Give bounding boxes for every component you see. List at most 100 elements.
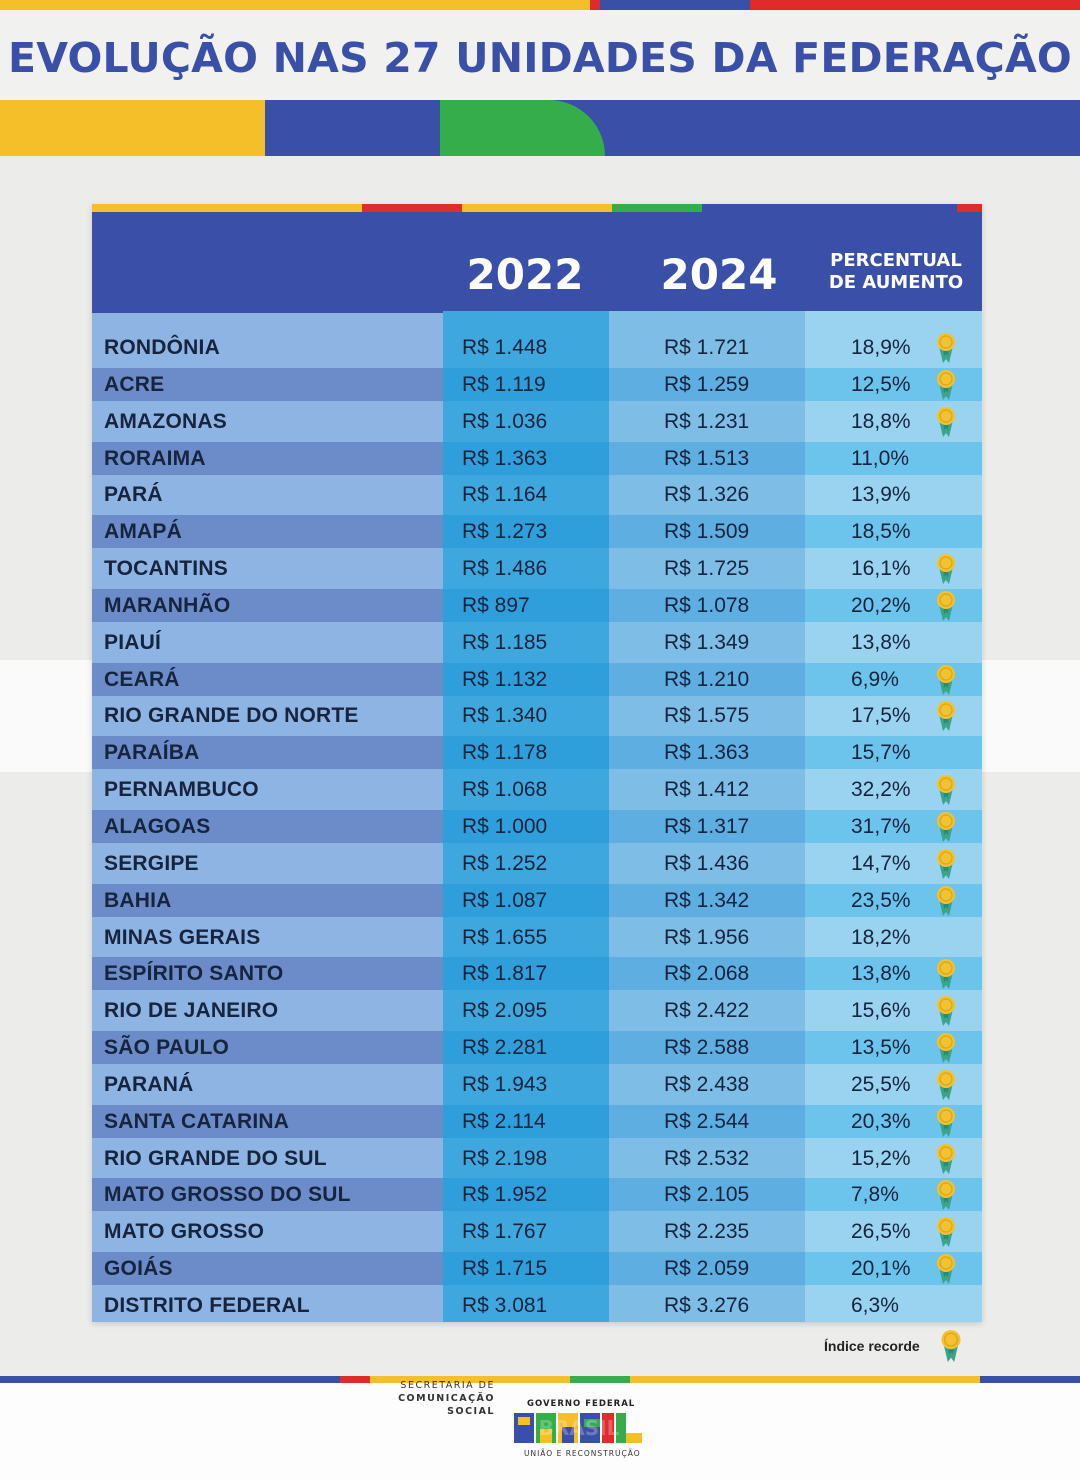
table-row: SERGIPE R$ 1.252 R$ 1.436 14,7% — [92, 844, 982, 881]
uf-name: RIO DE JANEIRO — [104, 999, 279, 1023]
uf-name: PARÁ — [104, 483, 163, 507]
uf-name: RONDÔNIA — [104, 336, 220, 359]
table-row: SÃO PAULO R$ 2.281 R$ 2.588 13,5% — [92, 1028, 982, 1065]
table-body: RONDÔNIA R$ 1.448 R$ 1.721 18,9% ACRE R$ 1.11… — [92, 328, 982, 1323]
value-2022: R$ 1.132 — [462, 667, 548, 691]
value-2024: R$ 2.059 — [664, 1257, 750, 1281]
table-row: PERNAMBUCO R$ 1.068 R$ 1.412 32,2% — [92, 770, 982, 807]
table-row: SANTA CATARINA R$ 2.114 R$ 2.544 20,3% — [92, 1102, 982, 1139]
value-2024: R$ 1.509 — [664, 520, 750, 544]
percent-increase: 14,7% — [851, 851, 911, 875]
value-2024: R$ 1.436 — [664, 851, 750, 875]
percent-increase: 13,5% — [851, 1036, 911, 1060]
percent-increase: 18,8% — [851, 409, 911, 433]
percent-increase: 17,5% — [851, 704, 911, 728]
percent-increase: 15,2% — [851, 1146, 911, 1170]
value-2022: R$ 1.000 — [462, 814, 548, 838]
value-2024: R$ 1.725 — [664, 557, 750, 581]
value-2024: R$ 2.422 — [664, 999, 750, 1023]
salary-table: 2022 2024 PERCENTUAL DE AUMENTO RONDÔNIA… — [92, 204, 982, 1322]
uf-name: MATO GROSSO — [104, 1220, 265, 1244]
uf-name: SÃO PAULO — [104, 1036, 230, 1060]
bottom-color-strip — [0, 1376, 1080, 1383]
value-2022: R$ 1.036 — [462, 409, 548, 433]
percent-increase: 20,1% — [851, 1257, 911, 1281]
value-2024: R$ 2.438 — [664, 1072, 750, 1096]
value-2022: R$ 1.817 — [462, 962, 548, 986]
medal-icon — [937, 1106, 955, 1137]
value-2022: R$ 1.068 — [462, 778, 548, 802]
value-2024: R$ 1.575 — [664, 704, 750, 728]
table-row: MINAS GERAIS R$ 1.655 R$ 1.956 18,2% — [92, 918, 982, 955]
percent-increase: 15,7% — [851, 741, 911, 765]
value-2022: R$ 2.114 — [462, 1109, 546, 1133]
medal-icon — [937, 369, 955, 400]
medal-icon — [937, 885, 955, 916]
table-row: RIO GRANDE DO SUL R$ 2.198 R$ 2.532 15,2% — [92, 1139, 982, 1176]
uf-name: RIO GRANDE DO NORTE — [104, 704, 359, 728]
value-2024: R$ 1.513 — [664, 446, 750, 470]
table-row: GOIÁS R$ 1.715 R$ 2.059 20,1% — [92, 1249, 982, 1286]
table-row: PIAUÍ R$ 1.185 R$ 1.349 13,8% — [92, 623, 982, 660]
uniao-reconstrucao-label: UNIÃO E RECONSTRUÇÃO — [524, 1449, 641, 1458]
value-2024: R$ 1.078 — [664, 593, 750, 617]
percent-increase: 13,8% — [851, 630, 911, 654]
percent-increase: 6,3% — [851, 1293, 899, 1317]
value-2022: R$ 1.655 — [462, 925, 548, 949]
table-row: RONDÔNIA R$ 1.448 R$ 1.721 18,9% — [92, 328, 982, 365]
value-2022: R$ 1.087 — [462, 888, 548, 912]
svg-text:BRASIL: BRASIL — [539, 1416, 620, 1440]
uf-name: PERNAMBUCO — [104, 778, 259, 802]
table-row: CEARÁ R$ 1.132 R$ 1.210 6,9% — [92, 660, 982, 697]
value-2024: R$ 1.231 — [664, 409, 750, 433]
table-row: MATO GROSSO R$ 1.767 R$ 2.235 26,5% — [92, 1212, 982, 1249]
medal-icon — [937, 554, 955, 585]
value-2022: R$ 1.486 — [462, 557, 548, 581]
value-2024: R$ 1.721 — [664, 336, 750, 359]
uf-name: ACRE — [104, 372, 165, 396]
value-2024: R$ 1.317 — [664, 814, 750, 838]
medal-icon — [937, 996, 955, 1027]
uf-name: RIO GRANDE DO SUL — [104, 1146, 327, 1170]
uf-name: BAHIA — [104, 888, 172, 912]
percent-increase: 18,2% — [851, 925, 911, 949]
legend-label: Índice recorde — [824, 1338, 920, 1354]
uf-name: ALAGOAS — [104, 814, 211, 838]
table-row: BAHIA R$ 1.087 R$ 1.342 23,5% — [92, 881, 982, 918]
table-row: DISTRITO FEDERAL R$ 3.081 R$ 3.276 6,3% — [92, 1286, 982, 1323]
value-2022: R$ 1.767 — [462, 1220, 548, 1244]
table-row: ACRE R$ 1.119 R$ 1.259 12,5% — [92, 365, 982, 402]
value-2022: R$ 2.095 — [462, 999, 548, 1023]
percent-increase: 7,8% — [851, 1183, 899, 1207]
value-2024: R$ 3.276 — [664, 1293, 750, 1317]
value-2022: R$ 1.185 — [462, 630, 548, 654]
value-2024: R$ 1.342 — [664, 888, 750, 912]
table-row: AMAZONAS R$ 1.036 R$ 1.231 18,8% — [92, 402, 982, 439]
value-2024: R$ 2.588 — [664, 1036, 750, 1060]
uf-name: TOCANTINS — [104, 557, 228, 581]
medal-icon — [937, 811, 955, 842]
brasil-logo: BRASIL — [514, 1413, 642, 1443]
value-2024: R$ 2.105 — [664, 1183, 750, 1207]
percent-increase: 13,8% — [851, 962, 911, 986]
medal-icon — [937, 1254, 955, 1285]
value-2024: R$ 2.532 — [664, 1146, 750, 1170]
percent-increase: 20,2% — [851, 593, 911, 617]
band-blue — [265, 100, 1080, 156]
top-color-strip — [0, 0, 1080, 10]
percent-increase: 31,7% — [851, 814, 911, 838]
header-2024: 2024 — [660, 250, 778, 299]
uf-name: MARANHÃO — [104, 593, 231, 617]
value-2022: R$ 2.281 — [462, 1036, 548, 1060]
value-2024: R$ 1.326 — [664, 483, 750, 507]
band-green — [440, 100, 605, 156]
value-2024: R$ 1.363 — [664, 741, 750, 765]
value-2022: R$ 897 — [462, 593, 530, 617]
table-row: RORAIMA R$ 1.363 R$ 1.513 11,0% — [92, 439, 982, 476]
value-2024: R$ 2.235 — [664, 1220, 750, 1244]
uf-name: RORAIMA — [104, 446, 206, 470]
uf-name: ESPÍRITO SANTO — [104, 962, 284, 986]
uf-name: SERGIPE — [104, 851, 199, 875]
secom-signature: SECRETARIA DE COMUNICAÇÃO SOCIAL — [398, 1380, 495, 1417]
medal-icon — [937, 406, 955, 437]
